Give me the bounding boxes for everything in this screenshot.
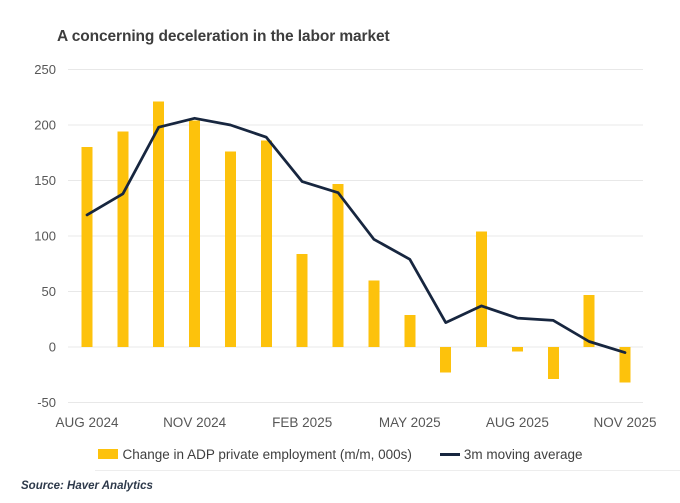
bar (296, 253, 308, 347)
bar (404, 314, 416, 347)
y-tick-label: 250 (34, 62, 56, 77)
x-tick-label: NOV 2025 (593, 415, 656, 430)
bar (476, 231, 487, 347)
bar (368, 280, 380, 347)
moving-average-line (85, 116, 627, 354)
chart-plot-area: 250 200 150 100 50 0 -50 AUG 2024 NOV 2024 FEB 2… (34, 62, 656, 430)
bar (547, 347, 559, 380)
bar (619, 347, 631, 383)
x-tick-label: AUG 2024 (55, 415, 119, 430)
y-axis-labels: 250 200 150 100 50 0 -50 (34, 62, 56, 410)
bar (440, 347, 452, 373)
bar-legend-label: Change in ADP private employment (m/m, 0… (122, 446, 412, 462)
line-legend-label: 3m moving average (463, 446, 583, 462)
x-tick-label: FEB 2025 (272, 415, 332, 430)
bar-legend-swatch-icon (97, 449, 118, 459)
x-axis-labels: AUG 2024 NOV 2024 FEB 2025 MAY 2025 AUG 2025… (55, 415, 656, 430)
bar (189, 120, 201, 347)
bar (153, 101, 165, 347)
bar-series (81, 101, 631, 383)
x-tick-label: MAY 2025 (379, 415, 441, 430)
chart-title: A concerning deceleration in the labor m… (57, 28, 390, 45)
source-note: Source: Haver Analytics (21, 480, 153, 492)
legend: Change in ADP private employment (m/m, 0… (0, 443, 680, 465)
bar (332, 183, 344, 347)
x-tick-label: NOV 2024 (163, 415, 227, 430)
bar (583, 294, 595, 347)
y-tick-label: 0 (49, 340, 56, 355)
bar (260, 140, 272, 347)
bar (81, 147, 93, 347)
y-tick-label: -50 (37, 395, 56, 410)
y-tick-label: 100 (34, 229, 56, 244)
bar (117, 131, 129, 347)
bottom-divider (95, 470, 680, 471)
bar (225, 151, 236, 347)
line-legend-swatch-icon (439, 452, 460, 456)
x-tick-label: AUG 2025 (486, 415, 549, 430)
y-tick-label: 200 (34, 118, 56, 133)
gridlines (68, 69, 643, 403)
bar (511, 347, 523, 352)
y-tick-label: 150 (34, 173, 56, 188)
y-tick-label: 50 (42, 284, 56, 299)
